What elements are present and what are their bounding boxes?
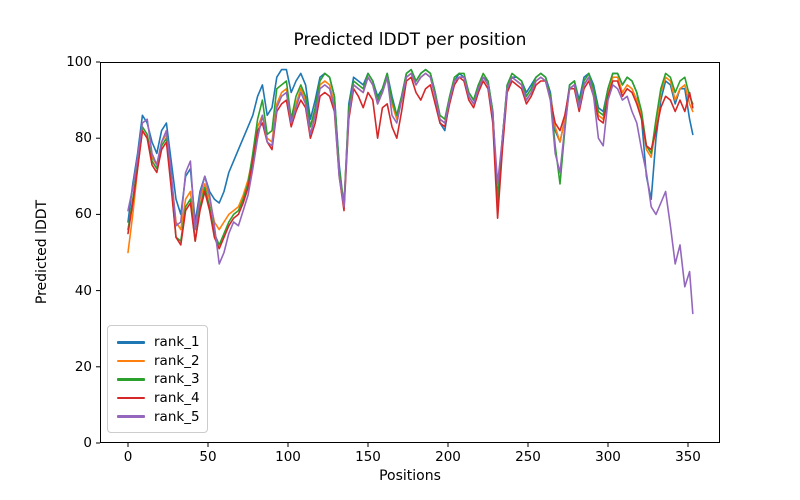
legend-line-sample-rank-5 — [117, 415, 145, 418]
chart-title: Predicted lDDT per position — [293, 30, 527, 50]
legend: rank_1 rank_2 rank_3 rank_4 rank_5 — [107, 325, 208, 433]
y-tick-label: 40 — [74, 282, 92, 299]
legend-label: rank_5 — [154, 408, 200, 425]
x-axis-label: Positions — [379, 468, 441, 484]
x-tick-label: 250 — [515, 449, 541, 465]
legend-label: rank_4 — [154, 390, 200, 407]
legend-item: rank_5 — [117, 407, 200, 426]
legend-line-sample-rank-2 — [117, 359, 145, 363]
x-tick-label: 200 — [435, 449, 461, 465]
x-tick-label: 50 — [199, 449, 217, 465]
x-tick-label: 150 — [355, 449, 381, 465]
series-line-rank_3 — [127, 68, 694, 246]
legend-item: rank_3 — [117, 370, 200, 389]
y-tick-label: 60 — [74, 206, 92, 223]
y-tick-label: 80 — [74, 130, 92, 147]
legend-label: rank_3 — [154, 371, 200, 388]
x-tick-label: 300 — [595, 449, 621, 465]
y-tick-label: 100 — [66, 54, 92, 70]
legend-line-sample-rank-4 — [117, 396, 145, 400]
legend-label: rank_1 — [154, 334, 200, 351]
y-tick-label: 20 — [74, 358, 92, 375]
legend-item: rank_2 — [117, 352, 200, 371]
series-line-rank_4 — [127, 76, 694, 250]
y-tick-label: 0 — [83, 435, 92, 451]
x-tick-label: 0 — [123, 449, 133, 465]
legend-line-sample-rank-1 — [117, 341, 145, 344]
series-line-rank_5 — [127, 72, 694, 315]
x-tick-label: 100 — [275, 449, 301, 465]
legend-item: rank_4 — [117, 389, 200, 408]
legend-line-sample-rank-3 — [117, 378, 145, 381]
legend-label: rank_2 — [154, 352, 200, 369]
legend-item: rank_1 — [117, 333, 200, 352]
x-tick-label: 350 — [675, 449, 701, 465]
